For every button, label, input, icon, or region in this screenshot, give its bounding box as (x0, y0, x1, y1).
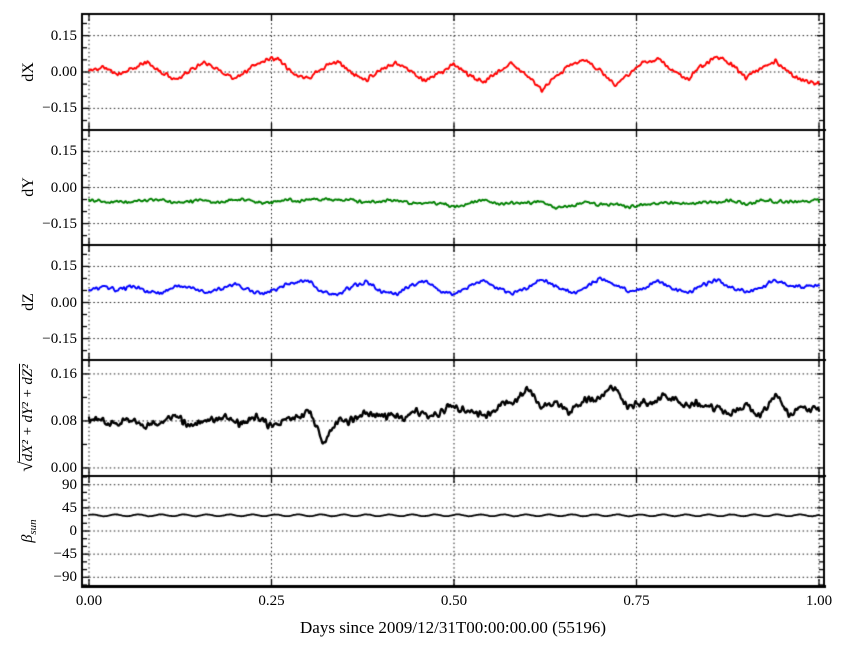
y-tick-label-beta_sun: 0 (69, 523, 78, 539)
y-tick-label-norm: 0.00 (50, 459, 77, 476)
y-tick-label-beta_sun: 90 (62, 476, 77, 493)
y-tick-label-dY: −0.15 (42, 215, 77, 232)
panel-dX (81, 13, 825, 130)
x-tick-label: 0.00 (75, 593, 103, 609)
x-axis-label: Days since 2009/12/31T00:00:00.00 (55196… (300, 618, 606, 637)
y-tick-label-dY: 0.00 (50, 179, 77, 196)
y-tick-label-dX: −0.15 (42, 100, 77, 117)
y-tick-label-beta_sun: −90 (53, 569, 77, 586)
x-tick-label: 0.75 (623, 593, 650, 609)
y-tick-label-beta_sun: −45 (53, 546, 77, 563)
x-tick-label: 0.50 (440, 593, 468, 609)
y-tick-label-dX: 0.00 (50, 64, 77, 80)
y-tick-label-dX: 0.15 (50, 27, 77, 44)
y-tick-label-dZ: 0.15 (50, 258, 77, 275)
panel-beta-sun (81, 476, 825, 588)
y-tick-label-dZ: −0.15 (42, 330, 77, 347)
y-tick-label-norm: 0.08 (50, 412, 77, 429)
y-tick-label-beta_sun: 45 (62, 499, 77, 516)
x-tick-label: 1.00 (805, 593, 833, 609)
x-tick-label: 0.25 (258, 593, 285, 609)
y-tick-label-dZ: 0.00 (50, 294, 77, 311)
panel-norm (81, 360, 825, 476)
panel-dY (81, 130, 825, 245)
panel-dZ (81, 245, 825, 360)
y-tick-label-norm: 0.16 (50, 365, 77, 382)
y-tick-label-dY: 0.15 (50, 143, 77, 160)
